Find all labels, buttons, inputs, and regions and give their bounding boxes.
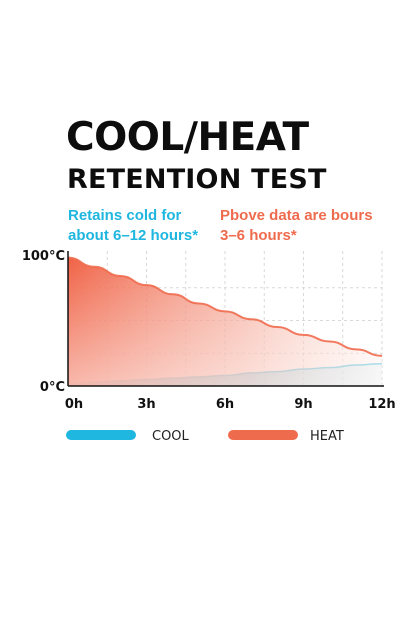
heat-legend-label: HEAT [310,429,344,444]
axes [67,251,384,387]
heat-note-line-1: Pbove data are bours [220,207,373,224]
y-tick-label: 100°C [22,249,65,264]
x-tick-label: 0h [65,397,83,412]
heat-legend-swatch [228,430,298,440]
y-tick-label: 0°C [40,380,65,395]
heat-note: Pbove data are bours 3–6 hours* [220,206,373,246]
cool-legend-label: COOL [152,429,190,444]
heat-area-fade [68,257,382,386]
cool-note: Retains cold for about 6–12 hours* [68,206,198,246]
cool-note-line-2: about 6–12 hours* [68,227,199,244]
series-areas [67,256,383,386]
x-tick-label: 12h [368,397,395,412]
cool-note-line-1: Retains cold for [68,207,182,224]
x-tick-label: 9h [294,397,312,412]
title-line-2: RETENTION TEST [67,164,327,195]
heat-note-line-2: 3–6 hours* [220,227,297,244]
tick-labels: 0h 3h 6h 9h 12h 0°C 100°C [22,249,396,412]
legend: COOL HEAT [66,429,344,444]
heat-line [67,256,383,357]
title-line-1: COOL/HEAT [66,115,309,160]
x-tick-label: 3h [137,397,155,412]
x-tick-label: 6h [216,397,234,412]
cool-legend-swatch [66,430,136,440]
